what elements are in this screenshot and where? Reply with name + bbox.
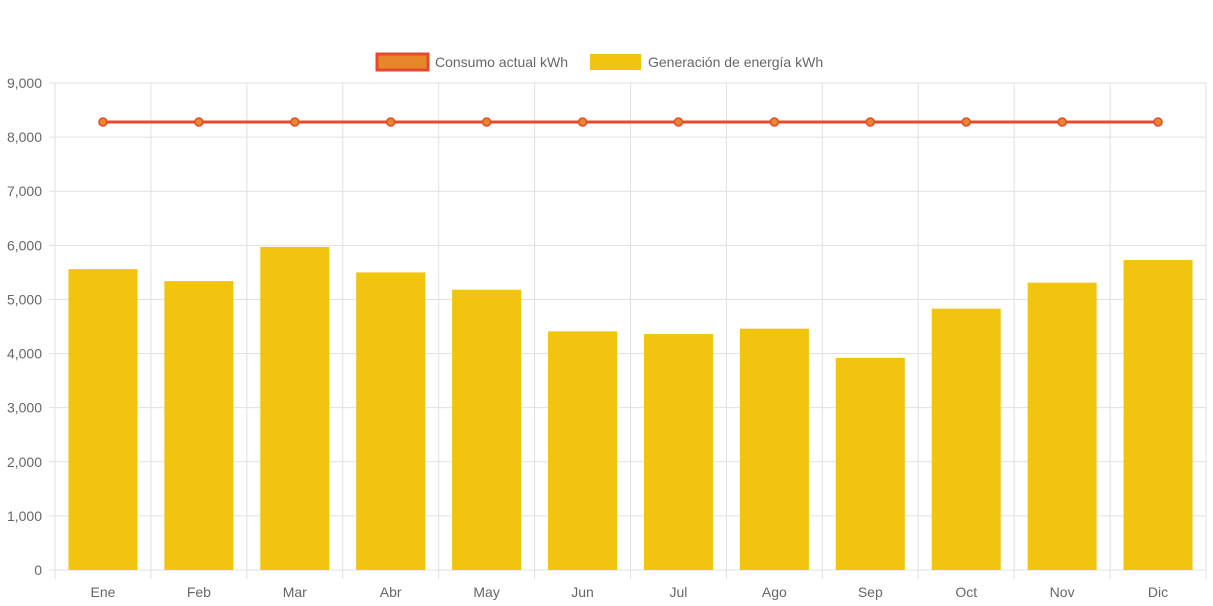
line-point[interactable]: [481, 117, 492, 127]
y-tick-label: 7,000: [7, 183, 42, 199]
y-tick-label: 0: [34, 562, 42, 578]
bar[interactable]: [1123, 259, 1193, 570]
x-tick-label: Dic: [1148, 584, 1168, 600]
bar[interactable]: [548, 331, 618, 570]
x-tick-label: Jul: [670, 584, 688, 600]
bar[interactable]: [835, 357, 905, 570]
x-tick-label: Feb: [187, 584, 211, 600]
y-tick-label: 5,000: [7, 291, 42, 307]
x-tick-label: Ago: [762, 584, 787, 600]
legend: Consumo actual kWh Generación de energía …: [375, 52, 823, 72]
bar[interactable]: [356, 272, 426, 570]
y-tick-label: 9,000: [7, 75, 42, 91]
line-point[interactable]: [673, 117, 684, 127]
line-point[interactable]: [961, 117, 971, 127]
bar[interactable]: [1027, 282, 1097, 570]
x-tick-label: Oct: [955, 584, 977, 600]
bar[interactable]: [931, 308, 1001, 570]
legend-swatch-consumo[interactable]: [375, 52, 430, 72]
bar-series: [68, 246, 1193, 570]
y-tick-label: 2,000: [7, 454, 42, 470]
x-axis: Ene Feb Mar Abr May Jun Jul Ago Sep Oct Nov Dic: [90, 584, 1168, 600]
x-tick-label: Sep: [858, 584, 883, 600]
line-point[interactable]: [577, 117, 588, 127]
x-tick-label: Nov: [1050, 584, 1075, 600]
line-point[interactable]: [865, 117, 876, 127]
line-point[interactable]: [1153, 117, 1163, 127]
bar[interactable]: [260, 246, 330, 570]
y-tick-label: 1,000: [7, 508, 42, 524]
y-tick-label: 3,000: [7, 400, 42, 416]
x-tick-label: Abr: [380, 584, 402, 600]
bar[interactable]: [164, 281, 234, 570]
bar[interactable]: [452, 289, 522, 570]
bar[interactable]: [68, 269, 138, 570]
x-tick-label: Jun: [571, 584, 594, 600]
legend-swatch-generacion[interactable]: [590, 54, 641, 70]
y-tick-label: 8,000: [7, 129, 42, 145]
grid: [49, 82, 1207, 579]
line-point[interactable]: [1057, 117, 1067, 127]
line-series: [98, 117, 1163, 127]
x-tick-label: Ene: [90, 584, 115, 600]
line-point[interactable]: [385, 117, 396, 127]
line-point[interactable]: [769, 117, 780, 127]
bar[interactable]: [643, 334, 713, 570]
legend-label-generacion[interactable]: Generación de energía kWh: [648, 54, 823, 70]
y-tick-label: 4,000: [7, 346, 42, 362]
x-tick-label: Mar: [283, 584, 307, 600]
bar[interactable]: [739, 328, 809, 570]
y-tick-label: 6,000: [7, 237, 42, 253]
x-tick-label: May: [473, 584, 499, 600]
line-point[interactable]: [194, 117, 204, 127]
line-point[interactable]: [290, 117, 300, 127]
line-point[interactable]: [98, 117, 108, 127]
y-axis: 0 1,000 2,000 3,000 4,000 5,000 6,000 7,000 8,00…: [7, 75, 42, 578]
legend-label-consumo[interactable]: Consumo actual kWh: [435, 54, 568, 70]
